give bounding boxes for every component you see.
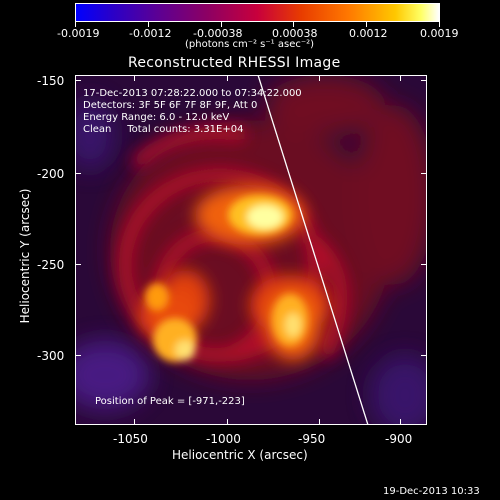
colorbar-ticks: [75, 22, 440, 28]
y-tick-label: -300: [37, 349, 65, 363]
y-tick-label: -200: [37, 167, 65, 181]
colorbar-units-label: (photons cm⁻² s⁻¹ asec⁻²): [185, 39, 315, 50]
info-line: Clean Total counts: 3.31E+04: [83, 124, 244, 135]
colorbar-tick-label: -0.0012: [129, 27, 172, 40]
footer-timestamp: 19-Dec-2013 10:33: [383, 486, 480, 497]
peak-label: Position of Peak = [-971,-223]: [95, 396, 245, 407]
plot-area: 17-Dec-2013 07:28:22.000 to 07:34:22.000…: [75, 75, 427, 425]
info-line: Energy Range: 6.0 - 12.0 keV: [83, 112, 230, 123]
colorbar-tick-label: 0.0012: [349, 27, 388, 40]
colorbar: [75, 3, 440, 22]
plot-title: Reconstructed RHESSI Image: [128, 55, 341, 71]
colorbar-tick-label: 0.00038: [272, 27, 318, 40]
colorbar-tick-label: -0.0019: [57, 27, 100, 40]
y-tick-label: -250: [37, 258, 65, 272]
colorbar-tick-label: -0.00038: [193, 27, 243, 40]
rhessi-image: [75, 75, 427, 425]
x-tick-label: -1050: [113, 432, 148, 446]
x-axis-label: Heliocentric X (arcsec): [172, 448, 308, 462]
x-tick-label: -900: [385, 432, 413, 446]
info-line: 17-Dec-2013 07:28:22.000 to 07:34:22.000: [83, 88, 302, 99]
colorbar-tick-label: 0.0019: [420, 27, 459, 40]
y-tick-label: -150: [37, 74, 65, 88]
y-axis-label: Heliocentric Y (arcsec): [18, 188, 32, 324]
info-line: Detectors: 3F 5F 6F 7F 8F 9F, Att 0: [83, 100, 258, 111]
x-tick-label: -950: [298, 432, 326, 446]
x-tick-label: -1000: [206, 432, 241, 446]
